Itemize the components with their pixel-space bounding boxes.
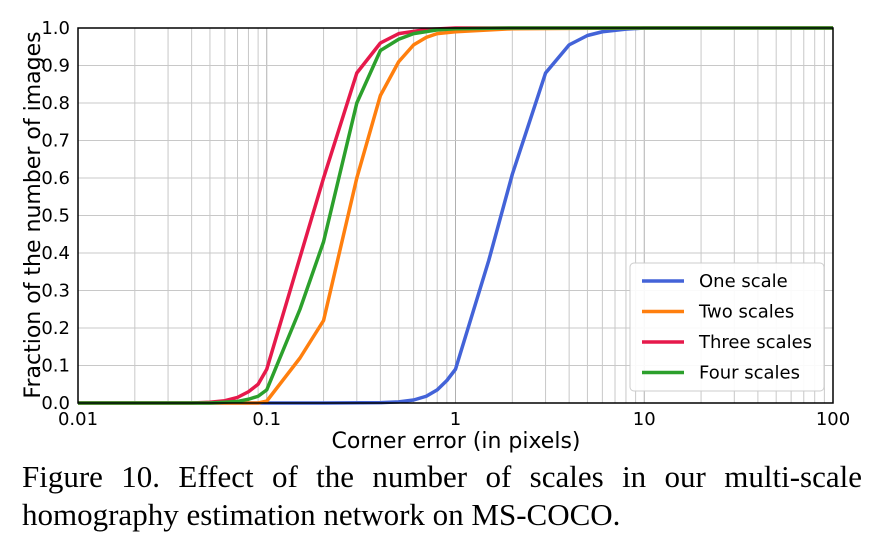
legend-label: Three scales [698, 332, 812, 353]
legend-box [629, 262, 825, 392]
legend-label: Four scales [699, 363, 800, 384]
y-tick-label: 0.2 [41, 318, 70, 339]
x-tick-label: 10 [633, 409, 656, 430]
y-tick-label: 0.8 [41, 93, 70, 114]
x-axis-label: Corner error (in pixels) [332, 429, 581, 454]
legend-label: Two scales [698, 302, 794, 323]
x-tick-label: 1 [450, 409, 461, 430]
x-tick-labels: 0.01 0.1 1 10 100 [58, 409, 850, 430]
y-tick-label: 0.6 [41, 168, 70, 189]
legend-label: One scale [699, 271, 788, 292]
series-line [78, 26, 833, 405]
figure-caption: Figure 10. Effect of the number of scale… [22, 459, 862, 532]
y-axis-label: Fraction of the number of images [21, 31, 46, 398]
series-line [78, 26, 833, 405]
legend: One scale Two scales Three scales Four scal… [629, 262, 825, 392]
chart-svg: 0.01 0.1 1 10 100 0.00.10.20.30.40.50.60.70.… [21, 18, 850, 454]
y-tick-label: 0.5 [41, 206, 70, 227]
x-tick-label: 0.1 [252, 409, 281, 430]
y-tick-label: 0.0 [41, 393, 70, 414]
y-tick-label: 0.7 [41, 131, 70, 152]
y-tick-label: 0.9 [41, 56, 70, 77]
y-tick-label: 0.3 [41, 281, 70, 302]
series-lines [78, 26, 833, 405]
x-tick-label: 100 [816, 409, 850, 430]
y-tick-label: 0.1 [41, 356, 70, 377]
y-tick-label: 1.0 [41, 18, 70, 39]
y-tick-labels: 0.0 0.1 0.2 0.3 0.4 0.5 0.6 0.7 0.8 0.9 1.0 [41, 18, 70, 414]
x-tick-label: 0.01 [58, 409, 98, 430]
plot-frame [77, 27, 834, 404]
y-tick-label: 0.4 [41, 243, 70, 264]
